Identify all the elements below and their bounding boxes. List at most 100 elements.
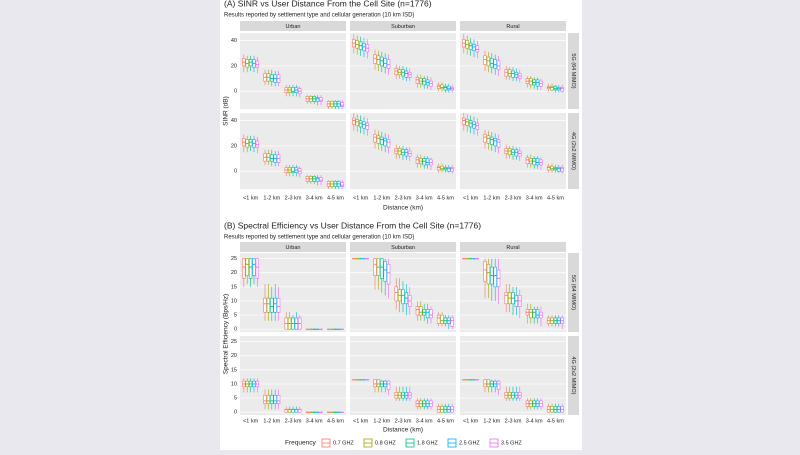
box xyxy=(316,178,319,182)
box xyxy=(487,57,490,66)
column-strip-label: Suburban xyxy=(391,245,415,251)
x-tick-label: 3-4 km xyxy=(526,195,543,201)
box xyxy=(292,87,295,92)
box xyxy=(320,178,323,182)
y-axis-label: SINR (dB) xyxy=(223,96,230,126)
box xyxy=(395,68,398,74)
chart-subtitle: Results reported by settlement type and … xyxy=(224,235,414,241)
x-axis-label: Distance (km) xyxy=(383,427,423,434)
box xyxy=(277,298,280,312)
box xyxy=(451,167,454,171)
y-tick-label: 40 xyxy=(231,118,237,124)
box xyxy=(551,166,554,170)
box xyxy=(249,140,252,146)
box xyxy=(423,79,426,85)
box xyxy=(398,148,401,154)
box xyxy=(497,381,500,389)
row-strip-label: 5G (64 MIMO) xyxy=(570,53,576,88)
y-tick-label: 20 xyxy=(231,270,237,276)
box xyxy=(469,43,472,49)
box xyxy=(352,118,355,124)
legend-label: 3.5 GHZ xyxy=(501,440,522,446)
y-tick-label: 5 xyxy=(234,313,237,319)
legend-label: 0.8 GHZ xyxy=(375,440,396,446)
x-tick-label: 3-4 km xyxy=(526,418,543,424)
box xyxy=(366,123,369,129)
box xyxy=(292,167,295,172)
box xyxy=(536,309,539,317)
box xyxy=(380,259,383,279)
y-tick-label: 40 xyxy=(231,38,237,44)
box xyxy=(270,298,273,312)
chart-title: (B) Spectral Efficiency vs User Distance… xyxy=(224,220,481,230)
box xyxy=(554,86,557,90)
box xyxy=(441,85,444,89)
box xyxy=(384,261,387,281)
box xyxy=(320,98,323,102)
box xyxy=(395,287,398,301)
box xyxy=(402,290,405,304)
box xyxy=(529,309,532,317)
y-tick-label: 20 xyxy=(231,353,237,359)
box xyxy=(341,103,344,107)
legend-label: 0.7 GHZ xyxy=(333,440,354,446)
box xyxy=(249,60,252,66)
x-tick-label: <1 km xyxy=(243,195,259,201)
panel-background xyxy=(240,33,346,109)
y-tick-label: 15 xyxy=(231,284,237,290)
box xyxy=(447,167,450,171)
y-tick-label: 25 xyxy=(231,339,237,345)
box xyxy=(533,159,536,165)
box xyxy=(419,307,422,315)
box xyxy=(430,309,433,317)
box xyxy=(380,137,383,145)
box xyxy=(377,136,380,144)
x-tick-label: 1-2 km xyxy=(373,195,390,201)
box xyxy=(494,138,497,146)
box xyxy=(476,46,479,52)
x-tick-label: 2-3 km xyxy=(285,195,302,201)
column-strip-label: Urban xyxy=(286,245,301,251)
box xyxy=(494,60,497,69)
box xyxy=(512,71,515,77)
box xyxy=(277,395,280,403)
x-tick-label: 4-5 km xyxy=(437,418,454,424)
legend-label: 2.5 GHZ xyxy=(459,440,480,446)
x-tick-label: 3-4 km xyxy=(306,195,323,201)
box xyxy=(476,123,479,129)
box xyxy=(316,98,319,102)
box xyxy=(384,138,387,146)
box xyxy=(505,70,508,76)
x-tick-label: <1 km xyxy=(463,418,479,424)
column-strip-label: Rural xyxy=(506,24,519,30)
box xyxy=(377,380,380,387)
box xyxy=(533,309,536,317)
box xyxy=(529,79,532,85)
box xyxy=(270,75,273,81)
box xyxy=(484,135,487,143)
box xyxy=(377,56,380,65)
box xyxy=(536,80,539,86)
y-tick-label: 0 xyxy=(234,169,237,175)
column-strip-label: Rural xyxy=(506,245,519,251)
box xyxy=(490,58,493,67)
box xyxy=(487,380,490,387)
box xyxy=(374,380,377,387)
box xyxy=(444,86,447,90)
x-tick-label: 4-5 km xyxy=(437,195,454,201)
y-tick-label: 20 xyxy=(231,63,237,69)
panel-background xyxy=(350,336,456,415)
x-axis-label: Distance (km) xyxy=(383,205,423,212)
y-axis-label: Spectral Efficiency (Bps/Hz) xyxy=(223,294,230,374)
box xyxy=(384,58,387,67)
box xyxy=(374,135,377,143)
box xyxy=(405,150,408,156)
x-tick-label: <1 km xyxy=(463,195,479,201)
box xyxy=(387,381,390,389)
x-tick-label: 2-3 km xyxy=(395,418,412,424)
box xyxy=(508,70,511,76)
box xyxy=(270,395,273,403)
box xyxy=(387,60,390,69)
box xyxy=(484,261,487,281)
